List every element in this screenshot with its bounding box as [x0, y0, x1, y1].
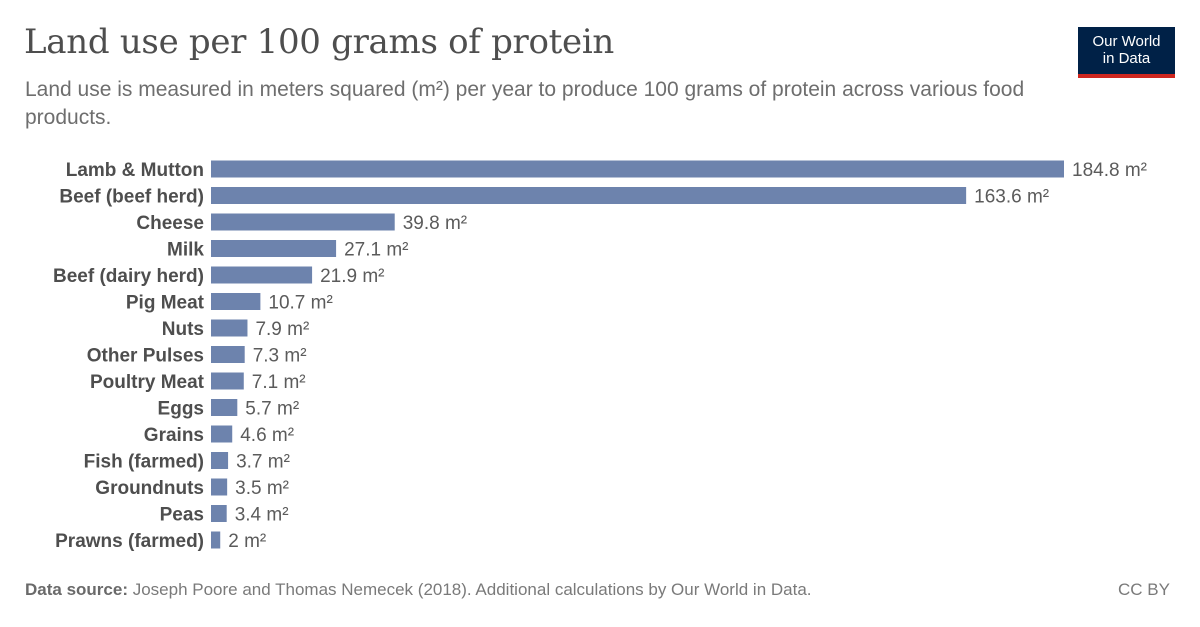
- bar[interactable]: [211, 319, 248, 337]
- bar[interactable]: [211, 399, 238, 416]
- bar[interactable]: [211, 213, 395, 231]
- value-label: 163.6 m²: [974, 187, 1049, 208]
- value-label: 4.6 m²: [240, 425, 294, 446]
- category-label: Beef (beef herd): [59, 187, 204, 208]
- logo-line-2: in Data: [1102, 50, 1151, 67]
- bar[interactable]: [211, 531, 221, 549]
- category-label: Poultry Meat: [90, 372, 205, 393]
- value-label: 3.4 m²: [235, 505, 289, 526]
- category-label: Fish (farmed): [84, 452, 204, 473]
- bar[interactable]: [211, 478, 228, 496]
- category-label: Eggs: [158, 399, 204, 420]
- category-label: Milk: [167, 240, 204, 261]
- value-label: 7.3 m²: [253, 346, 307, 367]
- value-label: 3.5 m²: [235, 478, 289, 499]
- category-label: Lamb & Mutton: [66, 160, 204, 181]
- category-label: Grains: [144, 425, 204, 446]
- category-label: Peas: [160, 505, 204, 526]
- bar[interactable]: [211, 160, 1064, 178]
- bar[interactable]: [211, 452, 229, 469]
- bar[interactable]: [211, 425, 233, 443]
- logo-line-1: Our World: [1092, 33, 1161, 50]
- value-label: 5.7 m²: [245, 399, 299, 420]
- value-label: 10.7 m²: [268, 293, 332, 314]
- category-label: Beef (dairy herd): [53, 266, 204, 287]
- bar[interactable]: [211, 240, 337, 257]
- chart-subtitle: Land use is measured in meters squared (…: [25, 78, 1025, 129]
- value-label: 184.8 m²: [1072, 160, 1147, 181]
- chart-title: Land use per 100 grams of protein: [24, 22, 615, 62]
- category-label: Other Pulses: [87, 346, 204, 367]
- category-label: Groundnuts: [95, 478, 204, 499]
- value-label: 7.9 m²: [255, 319, 309, 340]
- category-label: Pig Meat: [126, 293, 205, 314]
- bar[interactable]: [211, 266, 313, 284]
- license-link[interactable]: CC BY: [1118, 580, 1170, 599]
- value-label: 2 m²: [228, 531, 266, 552]
- value-label: 7.1 m²: [252, 372, 306, 393]
- category-label: Cheese: [136, 213, 204, 234]
- category-label: Nuts: [162, 319, 204, 340]
- bar[interactable]: [211, 293, 261, 310]
- data-source-text: Joseph Poore and Thomas Nemecek (2018). …: [132, 580, 812, 599]
- owid-logo[interactable]: Our World in Data: [1078, 27, 1175, 78]
- value-label: 3.7 m²: [236, 452, 290, 473]
- bar[interactable]: [211, 505, 227, 522]
- data-source: Data source: Joseph Poore and Thomas Nem…: [25, 580, 812, 600]
- data-source-label: Data source:: [25, 580, 128, 599]
- value-label: 21.9 m²: [320, 266, 384, 287]
- bar[interactable]: [211, 346, 245, 363]
- category-label: Prawns (farmed): [55, 531, 204, 552]
- value-label: 39.8 m²: [403, 213, 467, 234]
- value-label: 27.1 m²: [344, 240, 408, 261]
- bar[interactable]: [211, 372, 244, 390]
- bar[interactable]: [211, 187, 967, 204]
